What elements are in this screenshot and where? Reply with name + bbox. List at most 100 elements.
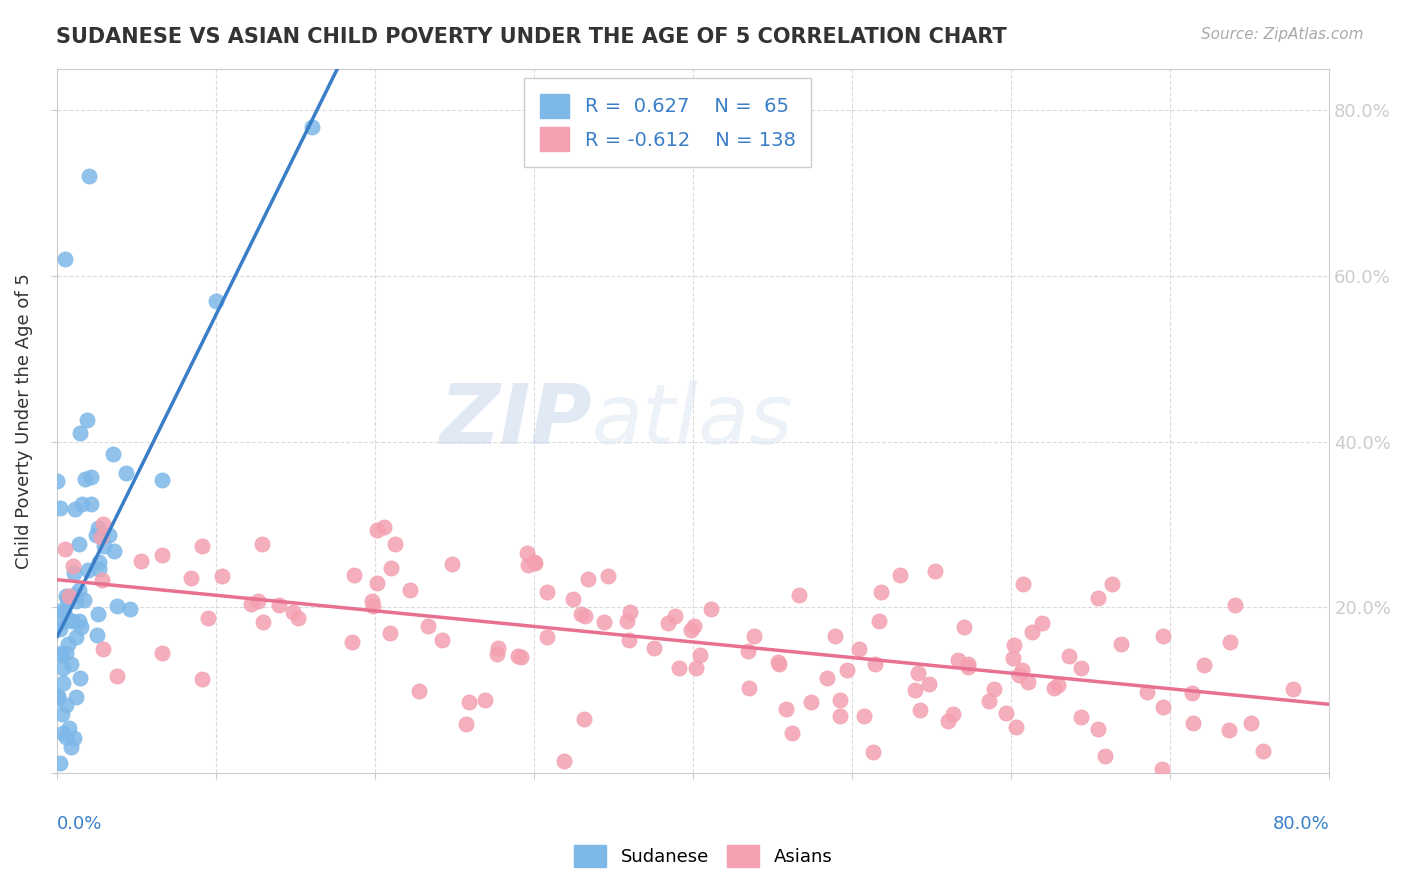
Point: [1057, 648, 1080, 663]
Point: [378, 626, 401, 640]
Point: [598, 569, 620, 583]
Point: [1017, 675, 1039, 690]
Point: [737, 681, 759, 695]
Point: [48, 616, 70, 631]
Point: [90, 574, 112, 588]
Point: [191, 539, 214, 553]
Point: [58, 592, 80, 607]
Point: [46, 691, 69, 706]
Point: [252, 615, 274, 630]
Point: [73, 593, 96, 607]
Point: [343, 568, 366, 582]
Point: [593, 615, 616, 629]
Point: [67, 615, 90, 629]
Point: [53, 605, 76, 619]
Point: [1021, 625, 1043, 640]
Point: [89, 555, 111, 569]
Point: [983, 681, 1005, 696]
Point: [1136, 685, 1159, 699]
Point: [775, 702, 797, 716]
Point: [977, 694, 1000, 708]
Point: [509, 650, 531, 665]
Point: [48, 622, 70, 636]
Point: [59, 657, 82, 672]
Point: [830, 708, 852, 723]
Point: [48, 756, 70, 770]
Point: [574, 609, 596, 624]
Point: [60, 740, 83, 755]
Point: [1282, 681, 1305, 696]
Point: [240, 597, 263, 611]
Point: [1001, 651, 1024, 665]
Point: [889, 567, 911, 582]
Point: [536, 630, 558, 644]
Point: [485, 647, 508, 661]
Point: [1253, 744, 1275, 758]
Point: [87, 562, 110, 576]
Point: [69, 671, 91, 685]
Point: [685, 661, 707, 675]
Point: [835, 664, 858, 678]
Point: [65, 631, 87, 645]
Point: [664, 609, 686, 624]
Text: 0.0%: 0.0%: [58, 815, 103, 833]
Legend: R =  0.627    N =  65, R = -0.612    N = 138: R = 0.627 N = 65, R = -0.612 N = 138: [524, 78, 811, 167]
Point: [67, 582, 90, 597]
Point: [1219, 635, 1241, 649]
Point: [105, 669, 128, 683]
Point: [1181, 686, 1204, 700]
Point: [474, 693, 496, 707]
Point: [800, 695, 823, 709]
Point: [572, 712, 595, 726]
Point: [363, 599, 385, 614]
Point: [616, 614, 638, 628]
Point: [948, 653, 970, 667]
Point: [246, 594, 269, 608]
Point: [904, 683, 927, 698]
Point: [1109, 637, 1132, 651]
Point: [1192, 658, 1215, 673]
Point: [1070, 710, 1092, 724]
Point: [454, 716, 477, 731]
Point: [918, 676, 941, 690]
Point: [486, 640, 509, 655]
Text: SUDANESE VS ASIAN CHILD POVERTY UNDER THE AGE OF 5 CORRELATION CHART: SUDANESE VS ASIAN CHILD POVERTY UNDER TH…: [56, 27, 1007, 46]
Point: [150, 473, 173, 487]
Point: [957, 657, 980, 672]
Point: [58, 613, 80, 627]
Point: [908, 703, 931, 717]
Point: [51, 602, 73, 616]
Point: [668, 661, 690, 675]
Point: [76, 563, 98, 577]
Point: [995, 706, 1018, 721]
Point: [211, 569, 233, 583]
Point: [67, 537, 90, 551]
Point: [360, 594, 382, 608]
Point: [56, 637, 79, 651]
Point: [366, 576, 388, 591]
Point: [1218, 723, 1240, 737]
Point: [938, 714, 960, 728]
Point: [93, 539, 115, 553]
Point: [55, 730, 77, 744]
Point: [53, 542, 76, 557]
Point: [191, 672, 214, 686]
Point: [80, 497, 103, 511]
Point: [815, 672, 838, 686]
Point: [384, 537, 406, 551]
Point: [65, 690, 87, 704]
Point: [52, 676, 75, 690]
Point: [87, 607, 110, 621]
Point: [51, 706, 73, 721]
Point: [101, 447, 124, 461]
Point: [1240, 716, 1263, 731]
Point: [956, 660, 979, 674]
Point: [55, 698, 77, 712]
Point: [766, 655, 789, 669]
Point: [508, 649, 530, 664]
Legend: Sudanese, Asians: Sudanese, Asians: [567, 838, 839, 874]
Point: [742, 629, 765, 643]
Y-axis label: Child Poverty Under the Age of 5: Child Poverty Under the Age of 5: [15, 273, 32, 569]
Point: [1043, 681, 1066, 695]
Point: [1225, 598, 1247, 612]
